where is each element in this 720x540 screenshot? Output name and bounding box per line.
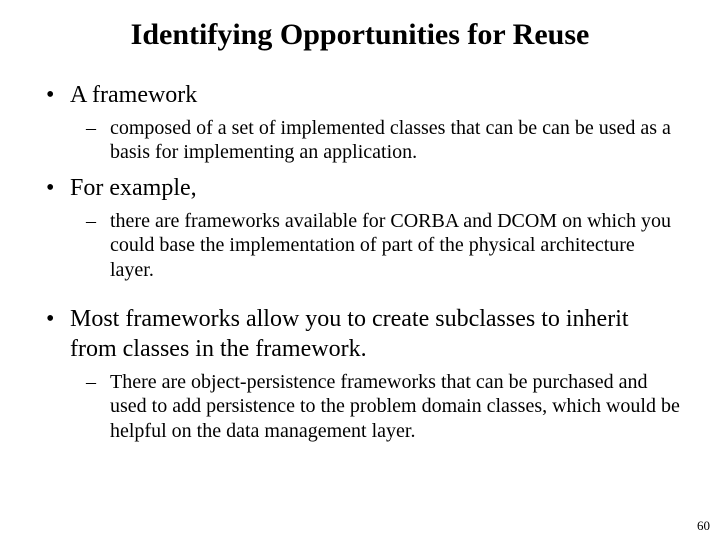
bullet-text: there are frameworks available for CORBA… <box>110 209 680 282</box>
bullet-level1: • A framework <box>42 80 680 110</box>
slide-title: Identifying Opportunities for Reuse <box>30 18 690 52</box>
bullet-level2: – composed of a set of implemented class… <box>86 116 680 165</box>
bullet-marker: • <box>42 80 70 110</box>
bullet-text: A framework <box>70 80 680 110</box>
slide: Identifying Opportunities for Reuse • A … <box>0 0 720 540</box>
bullet-level2: – There are object-persistence framework… <box>86 370 680 443</box>
bullet-level1: • For example, <box>42 173 680 203</box>
bullet-text: composed of a set of implemented classes… <box>110 116 680 165</box>
bullet-marker: • <box>42 304 70 364</box>
page-number: 60 <box>697 518 710 534</box>
slide-content: • A framework – composed of a set of imp… <box>30 80 690 443</box>
dash-marker: – <box>86 116 110 165</box>
blank-gap <box>42 290 680 304</box>
dash-marker: – <box>86 209 110 282</box>
bullet-text: For example, <box>70 173 680 203</box>
bullet-level2: – there are frameworks available for COR… <box>86 209 680 282</box>
bullet-text: There are object-persistence frameworks … <box>110 370 680 443</box>
dash-marker: – <box>86 370 110 443</box>
bullet-text: Most frameworks allow you to create subc… <box>70 304 680 364</box>
bullet-level1: • Most frameworks allow you to create su… <box>42 304 680 364</box>
bullet-marker: • <box>42 173 70 203</box>
